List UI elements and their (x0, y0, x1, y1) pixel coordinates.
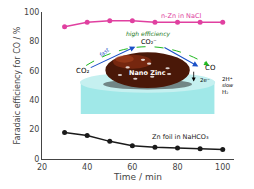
svg-text:n-Zn in NaCl: n-Zn in NaCl (161, 12, 201, 20)
svg-text:40: 40 (29, 96, 39, 105)
svg-text:100: 100 (215, 163, 230, 172)
svg-text:60: 60 (127, 163, 137, 172)
svg-text:H₂: H₂ (222, 89, 228, 95)
svg-text:20: 20 (29, 125, 39, 134)
svg-text:CO₂⁻: CO₂⁻ (141, 38, 157, 46)
svg-text:80: 80 (29, 37, 39, 46)
svg-text:Zn foil in NaHCO₃: Zn foil in NaHCO₃ (152, 133, 209, 141)
svg-text:slow: slow (222, 82, 234, 88)
svg-text:0: 0 (34, 155, 39, 164)
svg-text:Nano Zinc: Nano Zinc (129, 69, 166, 77)
svg-text:100: 100 (24, 8, 39, 17)
svg-text:CO: CO (205, 64, 216, 72)
svg-text:20: 20 (37, 163, 47, 172)
svg-text:2H⁺: 2H⁺ (222, 76, 233, 82)
svg-text:Time / min: Time / min (113, 172, 162, 182)
svg-text:80: 80 (172, 163, 182, 172)
svg-text:2e⁻: 2e⁻ (200, 77, 210, 83)
svg-text:Faradaic efficiency for CO / %: Faradaic efficiency for CO / % (13, 26, 22, 144)
svg-text:CO₂: CO₂ (76, 67, 89, 75)
svg-text:60: 60 (29, 67, 39, 76)
svg-text:fast: fast (98, 46, 110, 58)
svg-text:high efficiency: high efficiency (126, 30, 170, 38)
svg-text:40: 40 (82, 163, 92, 172)
